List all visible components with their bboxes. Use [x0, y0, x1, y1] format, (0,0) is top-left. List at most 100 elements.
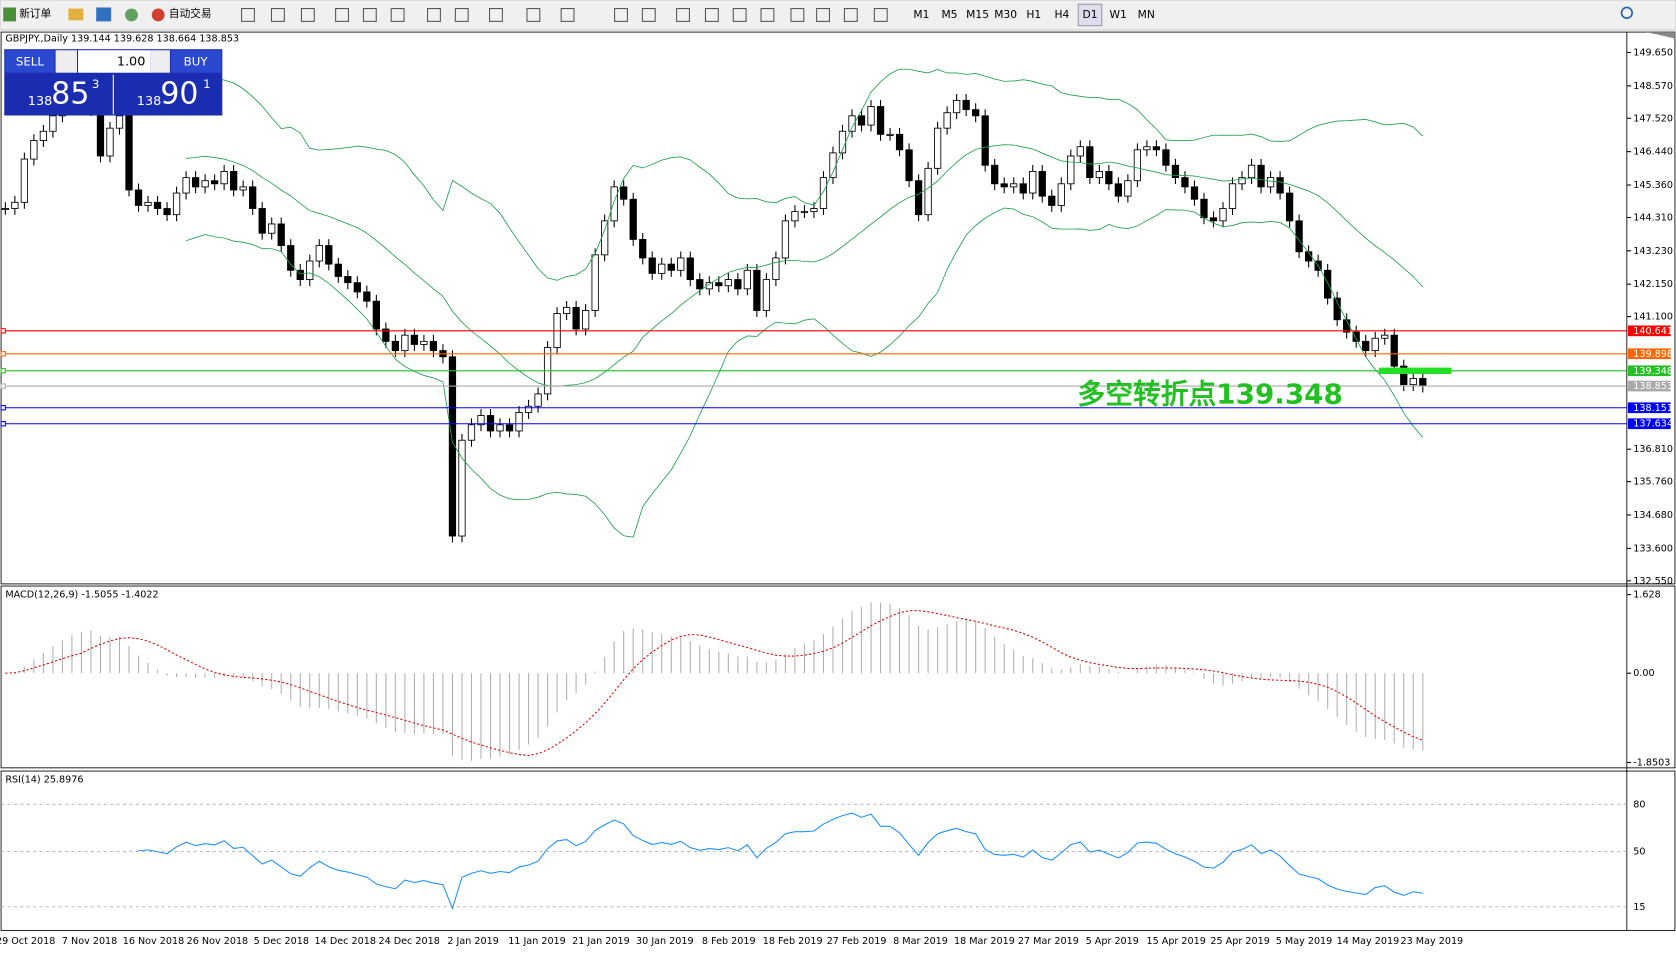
candle: [1105, 171, 1113, 185]
candle: [20, 158, 29, 203]
tool-icon[interactable]: [641, 8, 656, 22]
tool-icon[interactable]: [270, 8, 285, 22]
candle: [1000, 183, 1008, 188]
lot-up[interactable]: [150, 50, 170, 73]
sell-price[interactable]: 85: [51, 77, 89, 112]
candle: [163, 208, 171, 216]
sell-button[interactable]: [5, 50, 55, 73]
timeframe-button[interactable]: H1: [1026, 8, 1041, 21]
icon[interactable]: [125, 8, 138, 22]
timeframes: M1 M5 M15 M30 H1 H4 D1 W1 MN: [913, 3, 1155, 27]
buy-price[interactable]: 90: [160, 77, 198, 112]
tool-icon[interactable]: [614, 8, 628, 22]
buy-price[interactable]: 138: [137, 94, 161, 109]
tool-icon[interactable]: [704, 8, 719, 22]
tool-icon[interactable]: [790, 8, 805, 22]
tool-icon[interactable]: [241, 8, 255, 22]
candle: [1390, 334, 1398, 367]
y-tick-label: 142.150: [1633, 279, 1673, 290]
x-tick-label: 14 Dec 2018: [315, 936, 376, 947]
candle: [249, 186, 257, 209]
tool-icon[interactable]: [454, 8, 469, 22]
rsi-plot: [1, 803, 1627, 911]
tool-icon[interactable]: [335, 8, 349, 22]
macd-panel: [0, 585, 1676, 769]
lot-value[interactable]: 1.00: [117, 55, 146, 70]
level-marker: [0, 351, 6, 357]
tool-icon[interactable]: [873, 8, 888, 22]
level-tag: [1627, 365, 1671, 377]
lot-input[interactable]: [78, 50, 151, 73]
tool-icon[interactable]: [676, 8, 690, 22]
candle: [610, 186, 618, 222]
active-timeframe: [1077, 3, 1103, 27]
timeframe-button[interactable]: M5: [941, 8, 957, 21]
buy-button[interactable]: [171, 50, 222, 73]
y-tick-label: 1.628: [1633, 590, 1661, 601]
level-label: 137.634: [1633, 419, 1673, 430]
candle: [715, 282, 723, 287]
level-label: 139.898: [1633, 349, 1673, 360]
candle: [905, 149, 913, 182]
timeframe-button[interactable]: W1: [1109, 8, 1126, 21]
icon[interactable]: [96, 7, 112, 22]
tool-icon[interactable]: [732, 8, 747, 22]
level-tag: [1627, 348, 1671, 360]
y-tick-label: 132.550: [1633, 576, 1673, 587]
timeframe-button[interactable]: D1: [1083, 8, 1098, 21]
candle: [1143, 146, 1151, 151]
candle: [962, 99, 970, 111]
new-order-icon[interactable]: [3, 7, 17, 22]
candle: [1247, 164, 1256, 179]
timeframe-button[interactable]: M30: [994, 8, 1017, 21]
search-icon[interactable]: [1620, 6, 1633, 19]
x-tick-label: 18 Mar 2019: [954, 936, 1015, 947]
candle: [1400, 365, 1408, 386]
sell-price[interactable]: 138: [28, 94, 52, 109]
new-order-button[interactable]: 新订单: [19, 7, 51, 20]
candle: [743, 269, 751, 290]
candle: [705, 282, 713, 290]
x-tick-label: 5 Apr 2019: [1086, 936, 1139, 947]
candle: [1295, 220, 1303, 253]
timeframe-button[interactable]: M15: [966, 8, 989, 21]
candle: [106, 127, 114, 157]
buy-price[interactable]: 1: [203, 77, 210, 91]
tool-icon[interactable]: [300, 8, 315, 22]
sell-price[interactable]: 3: [92, 77, 99, 91]
x-tick-label: 5 May 2019: [1276, 936, 1333, 947]
x-tick-label: 5 Dec 2018: [254, 936, 309, 947]
auto-trading-icon[interactable]: [151, 8, 165, 22]
candle: [1324, 269, 1332, 299]
candle: [277, 223, 285, 247]
timeframe-button[interactable]: MN: [1138, 8, 1155, 21]
icon[interactable]: [68, 8, 84, 21]
candle: [772, 257, 780, 280]
candle: [134, 189, 143, 206]
candle: [391, 340, 400, 352]
buy-label[interactable]: BUY: [184, 55, 209, 69]
candle: [1152, 146, 1161, 151]
tool-icon[interactable]: [760, 8, 775, 22]
candle: [420, 340, 428, 345]
tool-icon[interactable]: [362, 8, 377, 22]
timeframe-button[interactable]: M1: [913, 8, 929, 21]
level-label: 140.641: [1633, 326, 1673, 337]
y-tick-label: 135.760: [1633, 477, 1673, 488]
sell-label[interactable]: SELL: [16, 55, 44, 69]
tool-icon[interactable]: [816, 8, 830, 22]
auto-trading-button[interactable]: 自动交易: [169, 7, 212, 20]
tool-icon[interactable]: [427, 8, 441, 22]
tool-icon[interactable]: [489, 8, 503, 22]
candle: [620, 186, 628, 200]
y-tick-label: 149.650: [1633, 47, 1673, 58]
candle: [972, 109, 980, 117]
tool-icon[interactable]: [526, 8, 541, 22]
lot-down[interactable]: [55, 50, 77, 73]
tool-icon[interactable]: [390, 8, 405, 22]
candle: [496, 424, 504, 432]
tool-icon[interactable]: [560, 8, 575, 22]
tool-icon[interactable]: [843, 8, 858, 22]
timeframe-button[interactable]: H4: [1055, 8, 1070, 21]
